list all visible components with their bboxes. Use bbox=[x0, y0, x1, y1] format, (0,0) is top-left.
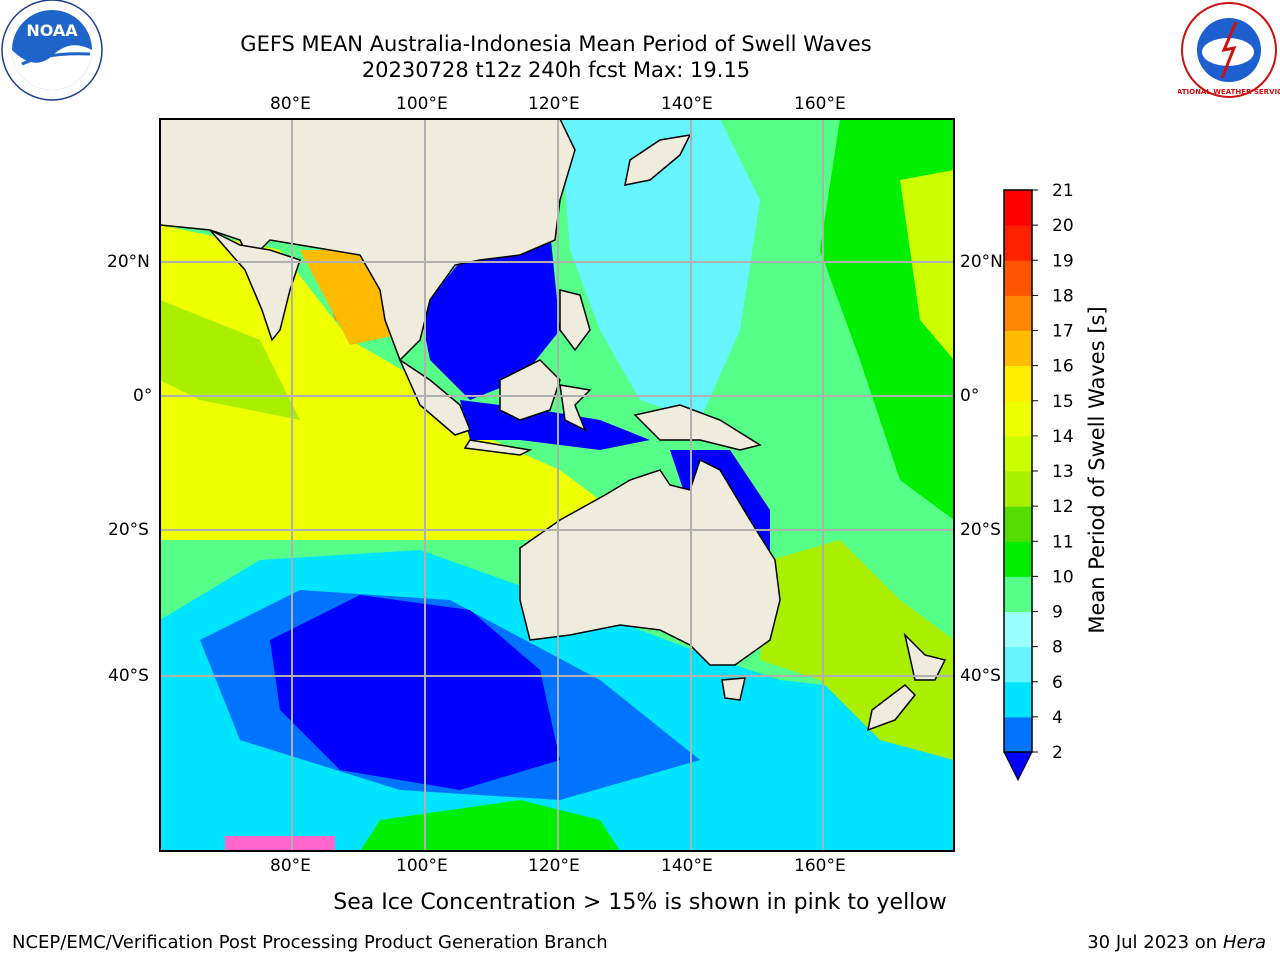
lon-label-top-120e: 120°E bbox=[528, 94, 580, 114]
sumatra-land bbox=[398, 357, 471, 436]
new-zealand-north bbox=[903, 632, 947, 681]
chart-title: GEFS MEAN Australia-Indonesia Mean Perio… bbox=[240, 32, 872, 56]
lon-label-top-160e: 160°E bbox=[794, 94, 846, 114]
philippines-land bbox=[559, 289, 591, 352]
colorbar-label: Mean Period of Swell Waves [s] bbox=[1085, 306, 1109, 634]
indian-ocean-green bbox=[160, 300, 300, 420]
nws-logo-text: NATIONAL WEATHER SERVICE bbox=[1178, 88, 1280, 96]
borneo-land bbox=[499, 359, 561, 421]
lat-label-right-20n: 20°N bbox=[960, 252, 1003, 272]
pacific-short-period bbox=[560, 119, 760, 420]
host-name: Hera bbox=[1222, 932, 1266, 953]
lat-label-left-40s: 40°S bbox=[108, 666, 149, 686]
lon-label-bottom-80e: 80°E bbox=[270, 856, 311, 876]
lat-label-left-20n: 20°N bbox=[107, 252, 150, 272]
chart-subtitle: 20230728 t12z 240h fcst Max: 19.15 bbox=[361, 58, 751, 82]
japan-land bbox=[624, 134, 692, 186]
graticule bbox=[160, 119, 954, 851]
sea-ice-note: Sea Ice Concentration > 15% is shown in … bbox=[333, 890, 947, 915]
noaa-logo-text: NOAA bbox=[26, 21, 78, 40]
lat-label-right-20s: 20°S bbox=[960, 520, 1001, 540]
new-zealand-south bbox=[867, 684, 917, 732]
java-land bbox=[463, 439, 533, 456]
lat-label-right-40s: 40°S bbox=[960, 666, 1001, 686]
credit-text: NCEP/EMC/Verification Post Processing Pr… bbox=[12, 932, 608, 953]
nws-logo: NATIONAL WEATHER SERVICE bbox=[1178, 2, 1280, 98]
tasmania-land bbox=[721, 677, 746, 701]
lon-label-top-100e: 100°E bbox=[396, 94, 448, 114]
date-value: 30 Jul 2023 on bbox=[1087, 932, 1218, 953]
noaa-logo: NOAA bbox=[1, 0, 103, 101]
new-guinea-land bbox=[633, 404, 762, 451]
australia-land bbox=[519, 458, 781, 666]
lon-label-bottom-120e: 120°E bbox=[528, 856, 580, 876]
lon-label-bottom-140e: 140°E bbox=[661, 856, 713, 876]
east-yellow-patch bbox=[900, 170, 954, 360]
southern-ocean-blue bbox=[270, 595, 560, 790]
lat-label-left-0: 0° bbox=[133, 386, 153, 406]
sea-ice-strip bbox=[225, 836, 335, 851]
india-land bbox=[209, 229, 301, 342]
lon-label-top-80e: 80°E bbox=[270, 94, 311, 114]
lon-label-top-140e: 140°E bbox=[661, 94, 713, 114]
south-china-sea-blue bbox=[420, 230, 560, 400]
lon-label-bottom-100e: 100°E bbox=[396, 856, 448, 876]
land bbox=[160, 119, 947, 732]
lat-label-right-0: 0° bbox=[960, 386, 980, 406]
lat-label-left-20s: 20°S bbox=[108, 520, 149, 540]
map-frame bbox=[159, 118, 955, 852]
lon-label-bottom-160e: 160°E bbox=[794, 856, 846, 876]
date-text: 30 Jul 2023 on Hera bbox=[1087, 932, 1266, 953]
